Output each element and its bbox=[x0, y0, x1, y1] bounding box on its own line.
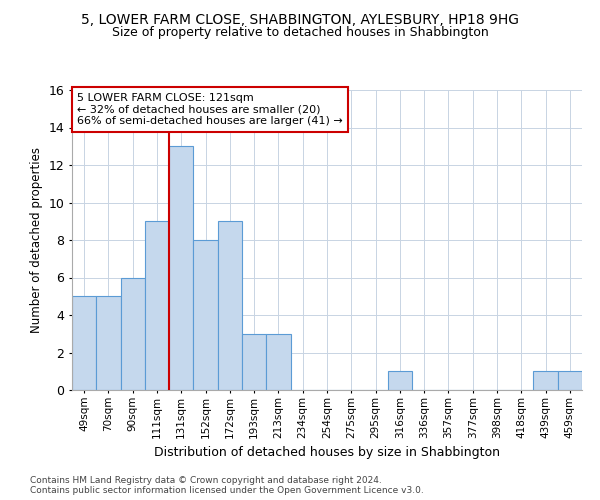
Text: Contains HM Land Registry data © Crown copyright and database right 2024.
Contai: Contains HM Land Registry data © Crown c… bbox=[30, 476, 424, 495]
Bar bbox=[558, 371, 582, 390]
Bar bbox=[266, 334, 290, 390]
Bar bbox=[121, 278, 145, 390]
Bar bbox=[145, 221, 169, 390]
Text: 5 LOWER FARM CLOSE: 121sqm
← 32% of detached houses are smaller (20)
66% of semi: 5 LOWER FARM CLOSE: 121sqm ← 32% of deta… bbox=[77, 93, 343, 126]
Bar bbox=[388, 371, 412, 390]
Bar bbox=[193, 240, 218, 390]
Text: Size of property relative to detached houses in Shabbington: Size of property relative to detached ho… bbox=[112, 26, 488, 39]
Bar bbox=[96, 296, 121, 390]
Bar bbox=[169, 146, 193, 390]
Text: 5, LOWER FARM CLOSE, SHABBINGTON, AYLESBURY, HP18 9HG: 5, LOWER FARM CLOSE, SHABBINGTON, AYLESB… bbox=[81, 12, 519, 26]
Y-axis label: Number of detached properties: Number of detached properties bbox=[30, 147, 43, 333]
Bar bbox=[533, 371, 558, 390]
Bar bbox=[218, 221, 242, 390]
Bar bbox=[72, 296, 96, 390]
Bar bbox=[242, 334, 266, 390]
X-axis label: Distribution of detached houses by size in Shabbington: Distribution of detached houses by size … bbox=[154, 446, 500, 459]
